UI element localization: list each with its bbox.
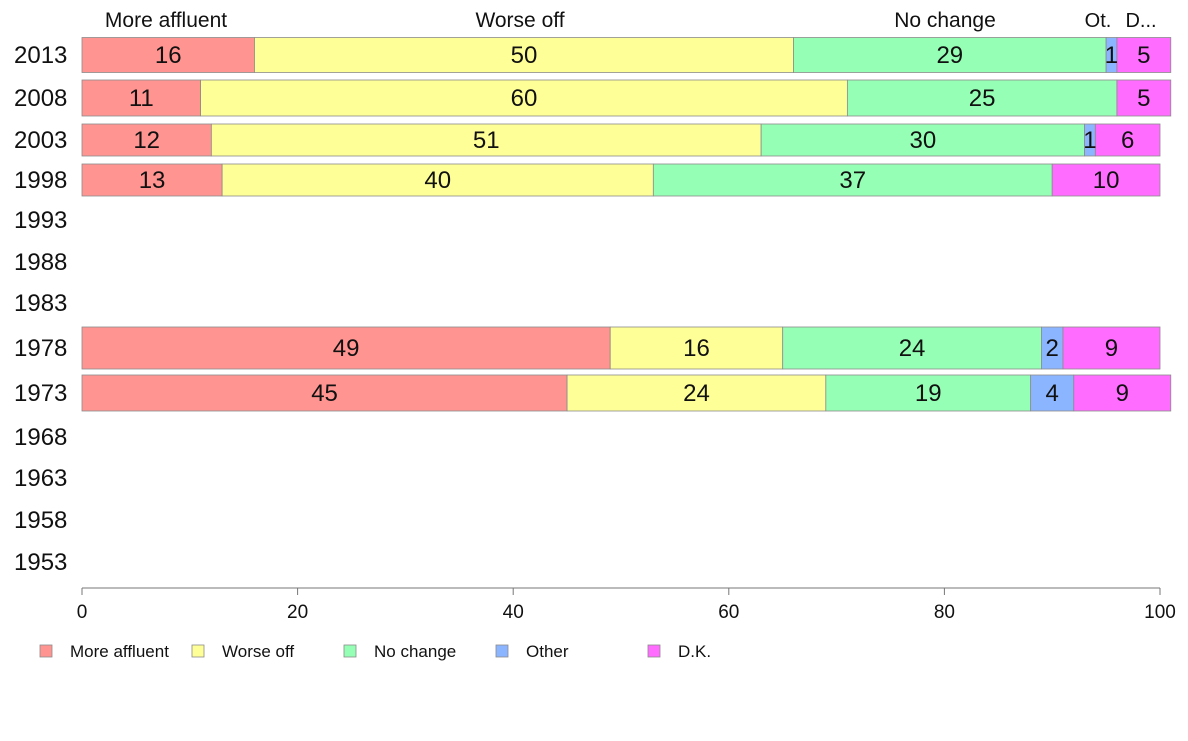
data-label-2003-more-affluent: 12 [133, 127, 160, 154]
x-tick-label-60: 60 [718, 602, 739, 623]
legend-swatch-d-k- [647, 644, 661, 658]
data-label-1973-d-k-: 9 [1116, 380, 1129, 407]
data-label-1978-other: 2 [1046, 335, 1059, 362]
bar-1998-d-k- [1051, 163, 1161, 197]
data-label-2003-other: 1 [1083, 127, 1096, 154]
y-tick-label-1973: 1973 [14, 380, 67, 407]
bar-2003-more-affluent [81, 123, 212, 157]
legend-swatch-no-change [343, 644, 357, 658]
bar-2008-no-change [846, 79, 1118, 117]
y-tick-label-1963: 1963 [14, 465, 67, 492]
column-header-3: Ot. [1085, 10, 1112, 32]
bar-2008-d-k- [1116, 79, 1172, 117]
column-header-1: Worse off [475, 9, 564, 32]
data-label-1978-no-change: 24 [899, 335, 926, 362]
legend-swatch-other [495, 644, 509, 658]
data-label-2003-worse-off: 51 [473, 127, 500, 154]
data-label-1998-no-change: 37 [839, 167, 866, 194]
bar-1998-no-change [652, 163, 1053, 197]
bar-2008-more-affluent [81, 79, 201, 117]
data-label-2003-no-change: 30 [909, 127, 936, 154]
x-tick-label-100: 100 [1144, 602, 1176, 623]
bar-2013-more-affluent [81, 37, 255, 73]
y-tick-label-2003: 2003 [14, 127, 67, 154]
bar-1978-worse-off [609, 326, 784, 370]
data-label-2013-more-affluent: 16 [155, 42, 182, 69]
legend-swatch-worse-off [191, 644, 205, 658]
data-label-2013-worse-off: 50 [511, 42, 538, 69]
bar-1998-worse-off [221, 163, 654, 197]
data-label-2008-no-change: 25 [969, 85, 996, 112]
data-label-1978-worse-off: 16 [683, 335, 710, 362]
y-tick-label-1958: 1958 [14, 507, 67, 534]
y-tick-label-1983: 1983 [14, 290, 67, 317]
y-tick-label-2013: 2013 [14, 42, 67, 69]
y-tick-label-1998: 1998 [14, 167, 67, 194]
data-label-2008-worse-off: 60 [511, 85, 538, 112]
bars [81, 37, 1172, 412]
bar-1978-more-affluent [81, 326, 611, 370]
bar-2013-no-change [793, 37, 1107, 73]
data-label-1978-more-affluent: 49 [333, 335, 360, 362]
x-tick-label-0: 0 [77, 602, 88, 623]
data-label-2013-other: 1 [1105, 42, 1118, 69]
x-tick-label-40: 40 [503, 602, 524, 623]
data-label-1973-no-change: 19 [915, 380, 942, 407]
bar-2003-worse-off [210, 123, 762, 157]
data-label-2008-d-k-: 5 [1137, 85, 1150, 112]
y-tick-label-1993: 1993 [14, 207, 67, 234]
bar-2013-d-k- [1116, 37, 1172, 73]
y-tick-label-1968: 1968 [14, 424, 67, 451]
x-tick-label-80: 80 [934, 602, 955, 623]
bar-2003-d-k- [1094, 123, 1161, 157]
y-tick-label-1978: 1978 [14, 335, 67, 362]
bar-2008-worse-off [200, 79, 848, 117]
x-tick-label-20: 20 [287, 602, 308, 623]
data-label-2013-no-change: 29 [936, 42, 963, 69]
data-label-1978-d-k-: 9 [1105, 335, 1118, 362]
bar-1973-worse-off [566, 374, 827, 412]
data-label-2013-d-k-: 5 [1137, 42, 1150, 69]
bar-1973-no-change [825, 374, 1032, 412]
y-tick-label-2008: 2008 [14, 85, 67, 112]
legend-label-no-change: No change [374, 642, 456, 661]
bar-2013-worse-off [254, 37, 794, 73]
y-tick-label-1988: 1988 [14, 249, 67, 276]
legend-label-other: Other [526, 642, 569, 661]
y-axis-labels: 2013 2008 2003 1998 1993 1988 1983 1978 1973 1968… [14, 42, 67, 576]
legend-label-more-affluent: More affluent [70, 642, 169, 661]
bar-1978-no-change [782, 326, 1042, 370]
legend-label-d-k-: D.K. [678, 642, 711, 661]
data-label-1998-more-affluent: 13 [139, 167, 166, 194]
bar-1973-more-affluent [81, 374, 568, 412]
y-tick-label-1953: 1953 [14, 549, 67, 576]
data-label-1998-d-k-: 10 [1093, 167, 1120, 194]
column-headers: More affluent Worse off No change Ot. D... [105, 9, 1157, 32]
data-label-1973-more-affluent: 45 [311, 380, 338, 407]
data-label-2008-more-affluent: 11 [129, 85, 154, 112]
data-label-1998-worse-off: 40 [424, 167, 451, 194]
column-header-4: D... [1125, 10, 1156, 32]
bar-1978-d-k- [1062, 326, 1161, 370]
bar-1998-more-affluent [81, 163, 223, 197]
column-header-2: No change [894, 9, 996, 32]
x-axis: 0 20 40 60 80 100 [77, 587, 1176, 623]
bar-2003-no-change [760, 123, 1085, 157]
column-header-0: More affluent [105, 9, 227, 32]
data-label-2003-d-k-: 6 [1121, 127, 1134, 154]
legend-label-worse-off: Worse off [222, 642, 294, 661]
data-label-1973-worse-off: 24 [683, 380, 710, 407]
bar-1973-d-k- [1073, 374, 1172, 412]
legend-swatch-more-affluent [39, 644, 53, 658]
data-label-1973-other: 4 [1046, 380, 1059, 407]
legend: More affluent Worse off No change Other D.K. [39, 642, 711, 661]
